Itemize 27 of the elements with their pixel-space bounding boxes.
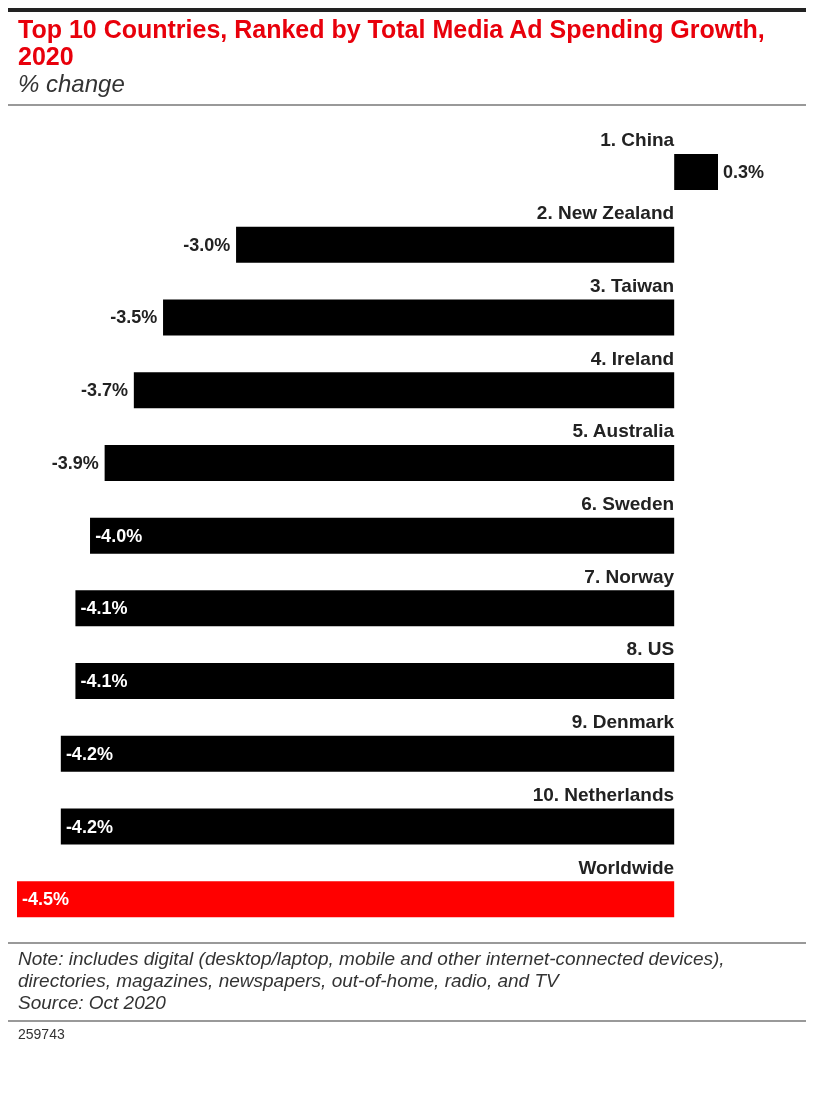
source-note: Source: Oct 2020 xyxy=(18,992,167,1014)
y-tick-label: 1. China xyxy=(600,129,675,151)
chart-title: Top 10 Countries, Ranked by Total Media Ad Spending Growth, 2020 xyxy=(17,15,766,70)
data-label: -3.7% xyxy=(80,380,128,401)
y-tick-label: 2. New Zealand xyxy=(536,202,675,224)
data-label: -4.1% xyxy=(80,598,128,619)
y-tick-label: 10. Netherlands xyxy=(532,783,675,805)
chart-subtitle: % change xyxy=(8,70,806,106)
data-label: -4.5% xyxy=(22,889,70,910)
y-tick-label: 7. Norway xyxy=(584,565,675,587)
y-tick-label: 4. Ireland xyxy=(590,347,675,369)
y-tick-label: 6. Sweden xyxy=(581,493,675,514)
data-label: -4.2% xyxy=(65,816,113,837)
y-tick-label: 9. Denmark xyxy=(571,711,675,733)
y-tick-label: 5. Australia xyxy=(572,420,675,442)
data-label: -3.5% xyxy=(110,307,158,328)
data-label: 0.3% xyxy=(723,162,765,182)
data-label: -3.0% xyxy=(183,234,231,255)
y-tick-label: 3. Taiwan xyxy=(590,274,675,296)
y-tick-label: Worldwide xyxy=(578,856,675,878)
data-label: -4.1% xyxy=(80,671,128,692)
y-tick-label: 8. US xyxy=(626,638,675,660)
data-label: -4.2% xyxy=(65,743,113,764)
data-label: -3.9% xyxy=(51,452,99,473)
data-label: -4.0% xyxy=(95,525,143,546)
text: 259743 xyxy=(8,1020,806,1042)
text: Note: includes digital (desktop/laptop, mobile and other internet-connected devices), directories, magazines, newspapers, out-of-home, radio, and TV xyxy=(18,948,726,992)
